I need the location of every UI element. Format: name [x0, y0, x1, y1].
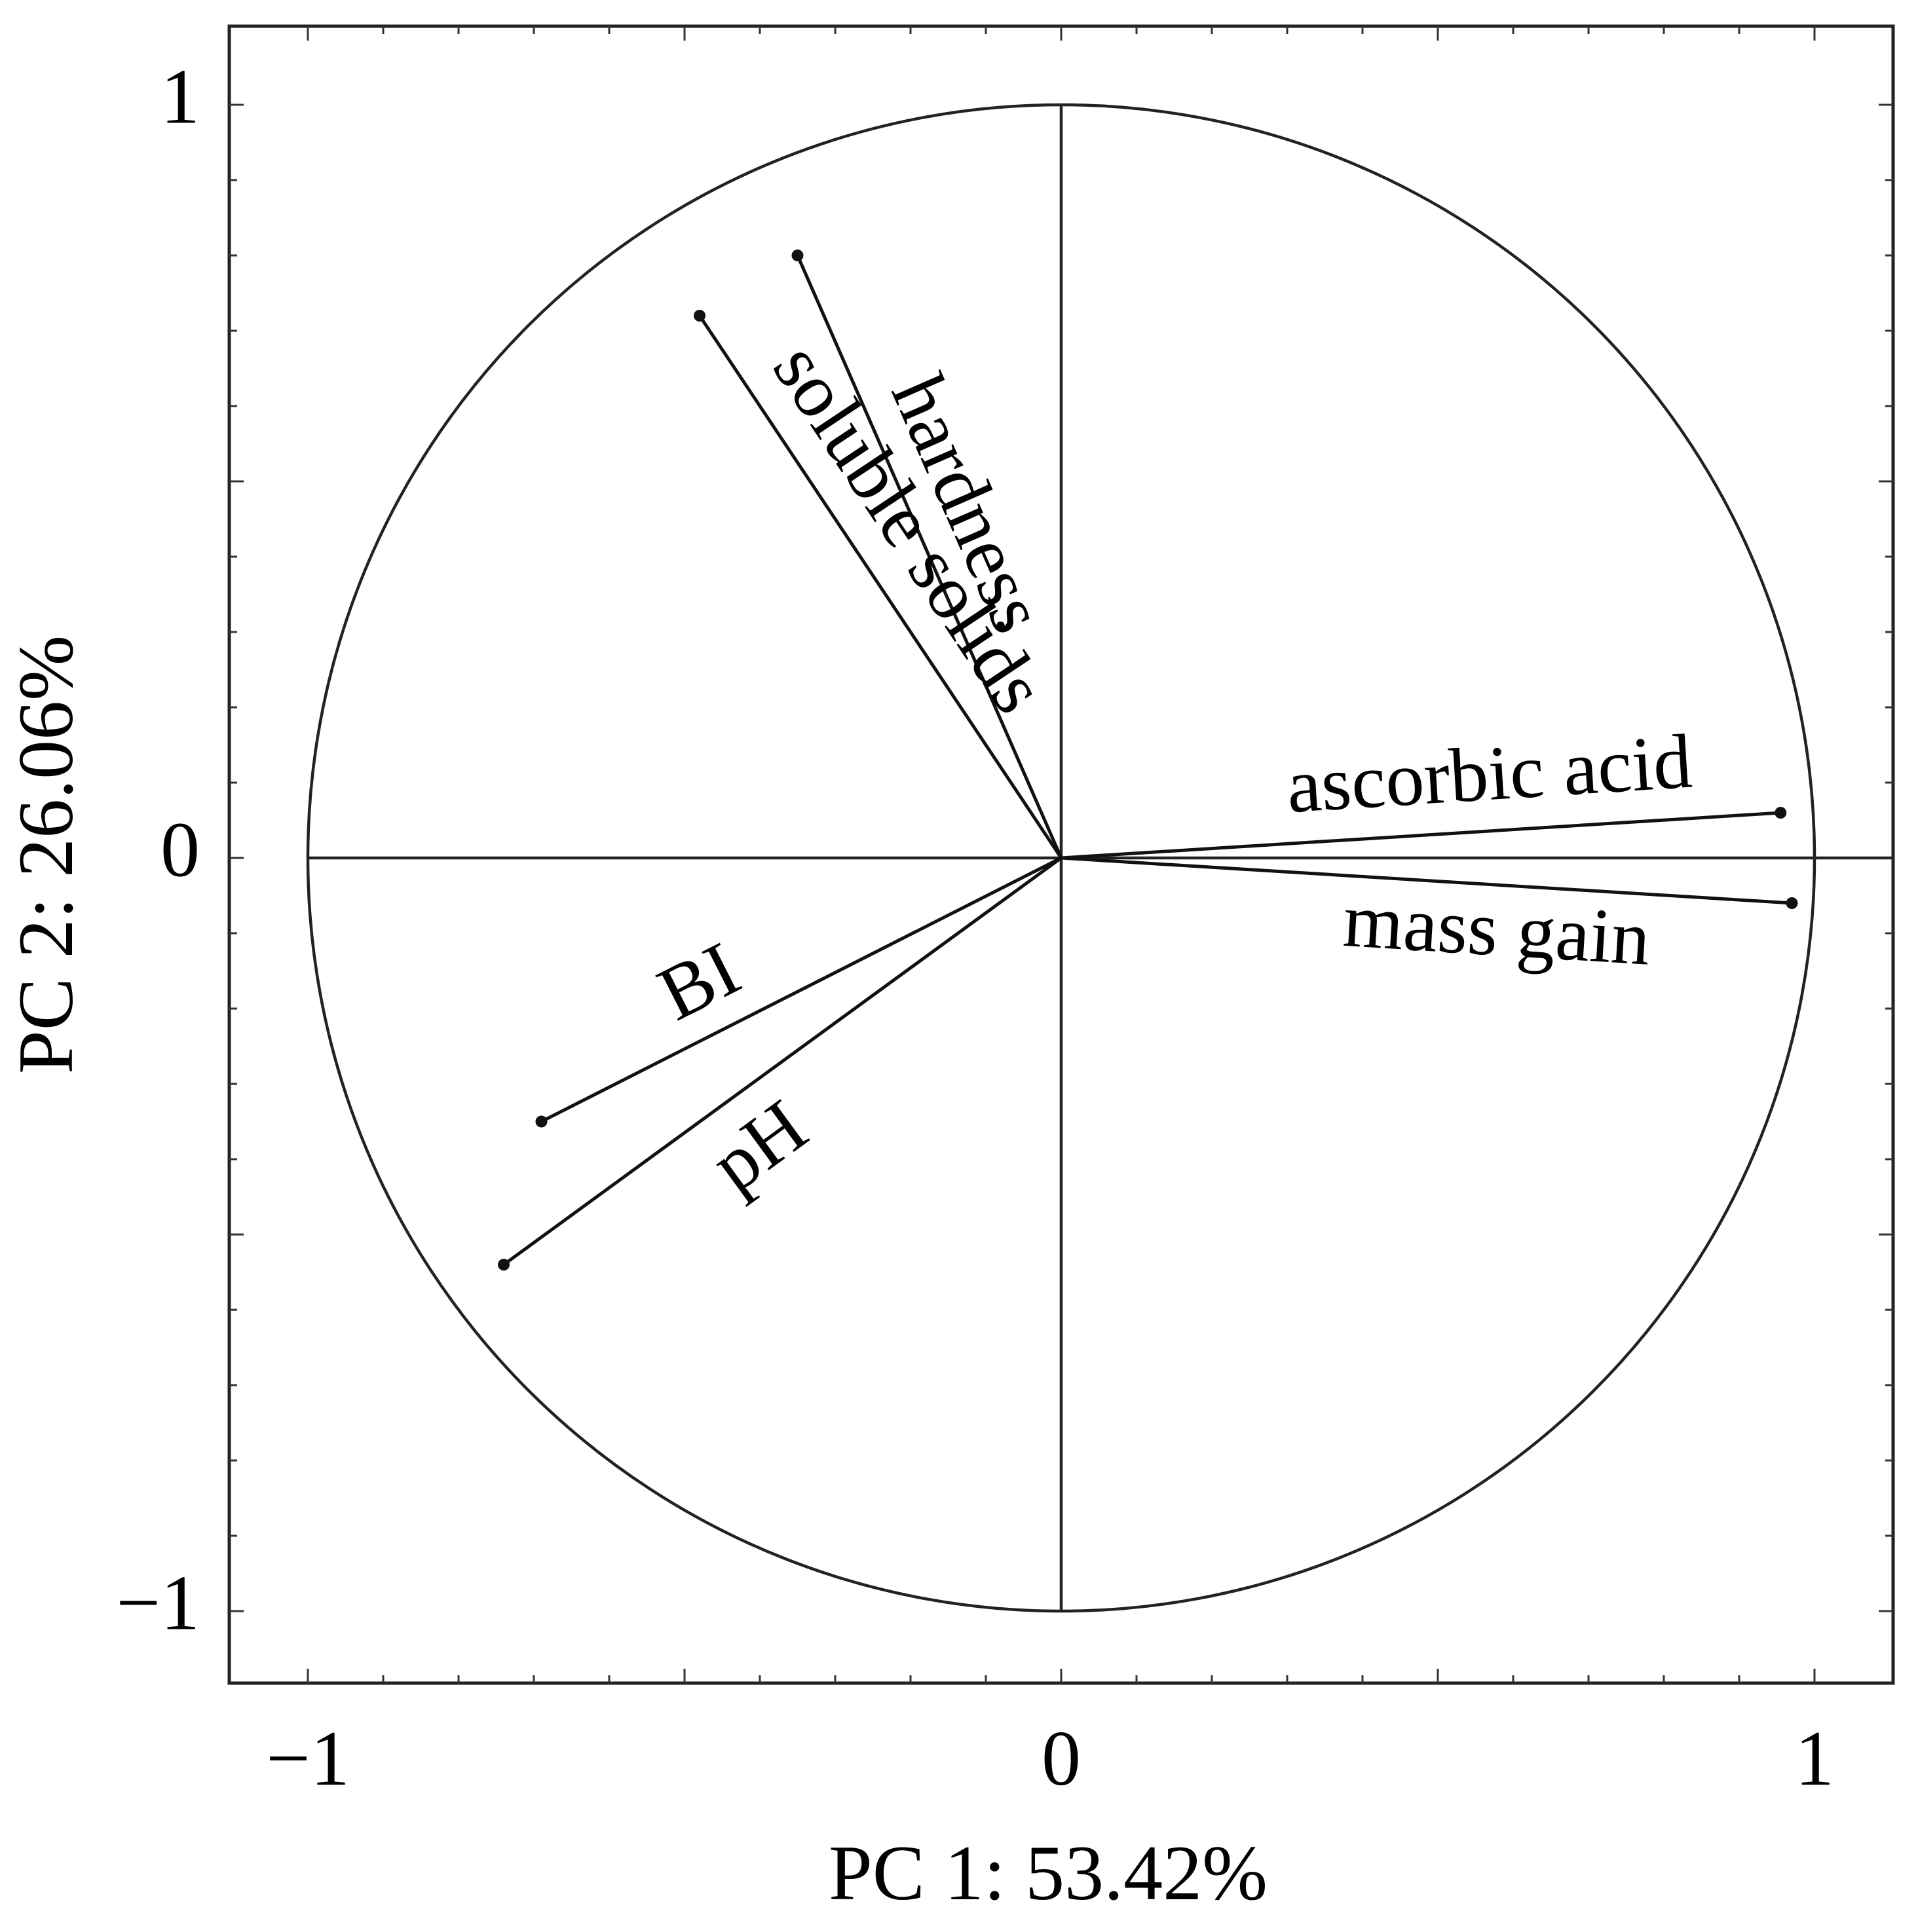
y-tick-label: 1: [160, 53, 200, 140]
loading-line-mass-gain: [1061, 856, 1792, 905]
y-tick-label: −1: [116, 1559, 200, 1646]
y-tick-labels: −1 0 1: [116, 53, 200, 1646]
loading-line-soluble-solids: [698, 314, 1063, 859]
y-axis-label: PC 2: 26.06%: [2, 635, 89, 1074]
x-axis-label: PC 1: 53.42%: [829, 1829, 1268, 1916]
loading-point-ph: [498, 1259, 510, 1271]
loading-point-bi: [535, 1115, 548, 1128]
loading-line-hardness: [796, 254, 1063, 859]
loading-line-bi: [540, 856, 1062, 1123]
x-tick-label: −1: [266, 1715, 350, 1802]
x-tick-labels: −1 0 1: [266, 1715, 1834, 1802]
loading-line-ph: [502, 856, 1062, 1267]
loading-point-soluble-solids: [694, 310, 705, 322]
loading-point-hardness: [791, 250, 804, 261]
loading-line-ascorbic-acid: [1061, 811, 1781, 860]
x-tick-label: 1: [1795, 1715, 1834, 1802]
x-tick-label: 0: [1042, 1715, 1081, 1802]
loading-point-ascorbic-acid: [1775, 807, 1787, 819]
loading-label-mass-gain: mass gain: [1341, 877, 1653, 982]
y-tick-label: 0: [160, 806, 200, 893]
minor-ticks: [229, 26, 1893, 1683]
loading-point-mass-gain: [1786, 897, 1798, 909]
